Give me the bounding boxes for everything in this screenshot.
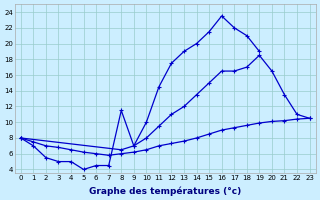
- X-axis label: Graphe des températures (°c): Graphe des températures (°c): [89, 186, 241, 196]
